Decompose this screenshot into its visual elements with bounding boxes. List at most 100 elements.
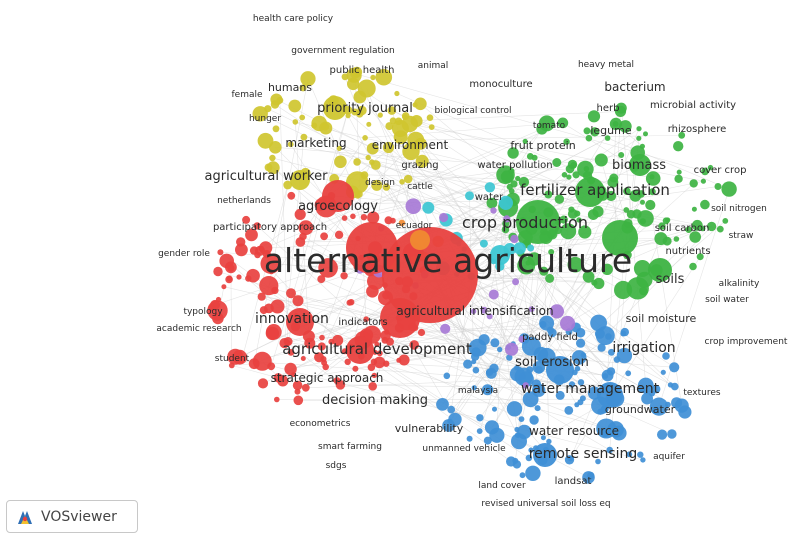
red-cluster-node[interactable] [360,214,368,221]
yellow-cluster-node[interactable] [370,160,381,170]
green-cluster-node[interactable] [618,152,625,158]
red-cluster-node[interactable] [254,251,261,259]
green-cluster-node[interactable] [545,273,555,283]
purple-cluster-node[interactable] [522,382,529,389]
blue-cluster-node[interactable] [667,429,677,439]
green-cluster-node[interactable] [678,131,686,139]
red-cluster-node[interactable] [341,215,348,221]
blue-cluster-node[interactable] [590,314,607,332]
green-cluster-node[interactable] [689,231,701,243]
red-cluster-node[interactable] [284,362,297,376]
blue-cluster-node[interactable] [546,356,574,384]
green-cluster-node[interactable] [517,256,536,275]
blue-cluster-node[interactable] [497,346,503,353]
green-cluster-node[interactable] [518,176,530,188]
term-label-smart-farming[interactable]: smart farming [318,442,382,452]
blue-cluster-node[interactable] [489,363,499,373]
yellow-cluster-node[interactable] [370,74,376,81]
blue-cluster-node[interactable] [602,373,609,379]
yellow-cluster-node[interactable] [377,112,383,118]
term-label-econometrics[interactable]: econometrics [290,419,351,429]
blue-cluster-node[interactable] [662,352,670,360]
red-cluster-node[interactable] [317,275,326,284]
green-cluster-node[interactable] [633,260,651,277]
green-cluster-node[interactable] [700,199,710,210]
term-label-netherlands[interactable]: netherlands [217,196,271,206]
blue-cluster-node[interactable] [506,354,513,361]
red-cluster-node[interactable] [274,396,280,403]
blue-cluster-node[interactable] [533,346,549,362]
blue-cluster-node[interactable] [525,465,541,481]
red-cluster-node[interactable] [265,326,280,341]
purple-cluster-node[interactable] [480,306,488,314]
term-label-soil-water[interactable]: soil water [705,295,749,305]
yellow-cluster-node[interactable] [269,154,276,162]
green-cluster-node[interactable] [612,121,619,127]
yellow-cluster-node[interactable] [287,141,294,148]
term-label-cover-crop[interactable]: cover crop [694,165,747,176]
green-cluster-node[interactable] [643,131,648,137]
blue-cluster-node[interactable] [608,348,615,356]
green-cluster-node[interactable] [602,220,638,256]
green-cluster-node[interactable] [640,199,645,205]
red-cluster-node[interactable] [236,237,246,247]
term-label-water-pollution[interactable]: water pollution [477,160,552,171]
red-cluster-node[interactable] [270,299,285,314]
yellow-cluster-node[interactable] [362,135,368,141]
green-cluster-node[interactable] [639,143,646,149]
term-label-female[interactable]: female [231,90,262,100]
term-label-irrigation[interactable]: irrigation [612,340,675,356]
blue-cluster-node[interactable] [476,414,484,422]
yellow-cluster-node[interactable] [382,183,391,191]
term-label-hunger[interactable]: hunger [249,114,281,124]
cyan-cluster-node[interactable] [527,244,535,252]
green-cluster-node[interactable] [607,176,619,188]
yellow-cluster-node[interactable] [353,158,361,166]
green-cluster-node[interactable] [583,166,590,172]
cyan-cluster-node[interactable] [484,182,496,193]
yellow-cluster-node[interactable] [321,122,330,131]
green-cluster-node[interactable] [557,117,569,129]
green-cluster-node[interactable] [582,270,595,283]
red-cluster-node[interactable] [346,299,353,306]
purple-cluster-node[interactable] [488,289,499,300]
green-cluster-node[interactable] [583,127,591,135]
red-cluster-node[interactable] [301,383,310,392]
green-cluster-node[interactable] [526,153,534,160]
red-cluster-node[interactable] [242,215,251,224]
term-label-marketing[interactable]: marketing [285,136,346,150]
green-cluster-node[interactable] [629,154,651,176]
blue-cluster-node[interactable] [568,381,576,388]
blue-cluster-node[interactable] [519,472,526,479]
red-cluster-node[interactable] [277,375,289,387]
yellow-cluster-node[interactable] [365,154,371,161]
green-cluster-node[interactable] [615,102,627,114]
red-cluster-node[interactable] [367,211,380,224]
yellow-cluster-node[interactable] [410,115,423,127]
purple-cluster-node[interactable] [549,304,565,319]
blue-cluster-node[interactable] [478,334,490,346]
green-cluster-node[interactable] [561,172,568,178]
green-cluster-node[interactable] [594,153,608,167]
green-cluster-node[interactable] [645,199,656,211]
blue-cluster-node[interactable] [616,347,633,364]
term-label-design[interactable]: design [365,178,395,188]
blue-cluster-node[interactable] [638,386,645,393]
yellow-cluster-node[interactable] [399,179,405,185]
green-cluster-node[interactable] [592,205,604,218]
term-label-environment[interactable]: environment [372,138,449,152]
yellow-cluster-node[interactable] [394,90,400,97]
blue-cluster-node[interactable] [567,455,574,462]
blue-cluster-node[interactable] [607,421,624,438]
term-label-tomato[interactable]: tomato [533,121,566,131]
green-cluster-node[interactable] [554,194,565,204]
blue-cluster-node[interactable] [577,399,584,406]
term-label-indicators[interactable]: indicators [338,317,387,328]
purple-cluster-node[interactable] [560,315,576,332]
blue-cluster-node[interactable] [555,390,565,400]
blue-cluster-node[interactable] [525,454,533,462]
blue-cluster-node[interactable] [657,429,668,440]
red-cluster-node[interactable] [259,276,279,296]
term-label-agricultural-development[interactable]: agricultural development [282,340,472,358]
